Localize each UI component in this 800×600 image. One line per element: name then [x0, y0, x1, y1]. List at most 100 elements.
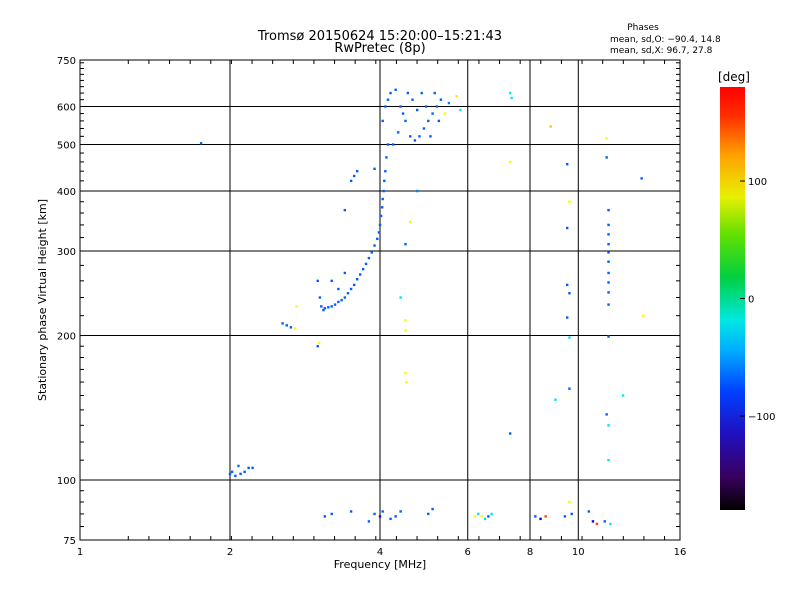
data-point [433, 91, 436, 95]
data-point [413, 139, 417, 142]
data-point [447, 101, 451, 105]
data-point [399, 296, 402, 299]
data-point [455, 95, 458, 98]
data-point [389, 91, 392, 95]
data-point [378, 515, 382, 518]
data-point [406, 91, 410, 95]
data-point [317, 341, 321, 345]
data-point [320, 305, 323, 308]
data-point [386, 98, 390, 101]
y-tick-label: 750 [57, 56, 76, 67]
data-point [361, 267, 365, 271]
colorbar-ticks: 100 0 −100 [740, 177, 775, 423]
data-point [570, 512, 573, 516]
x-axis-ticks: 1 2 4 6 8 10 16 [77, 60, 686, 558]
data-point [349, 287, 353, 291]
data-point [247, 466, 250, 470]
data-point [355, 169, 359, 173]
data-point [409, 135, 412, 138]
data-point [243, 470, 246, 474]
data-point [384, 169, 387, 173]
data-point [384, 105, 387, 108]
data-point [420, 91, 423, 95]
data-point [427, 512, 430, 516]
data-point [337, 287, 340, 291]
data-point [565, 162, 569, 166]
data-point [355, 278, 359, 281]
data-point [394, 88, 397, 92]
data-point [439, 98, 443, 101]
data-point [642, 314, 645, 317]
data-point [508, 432, 512, 435]
data-point [333, 303, 337, 306]
data-point [607, 233, 610, 236]
x-tick-label: 1 [77, 547, 83, 558]
data-point [295, 305, 298, 308]
data-point [418, 135, 421, 138]
data-point [490, 512, 493, 516]
data-point [549, 125, 552, 128]
data-point [459, 108, 462, 112]
data-point [237, 464, 240, 468]
data-point [607, 260, 610, 263]
colorbar-tick-label: −100 [748, 412, 775, 423]
data-point [323, 515, 327, 518]
data-point [199, 142, 203, 145]
data-point [281, 322, 284, 325]
data-point [607, 271, 610, 275]
data-point [330, 512, 333, 516]
data-point [378, 223, 382, 227]
colorbar-tick-label: 100 [748, 177, 767, 188]
data-point [607, 242, 610, 246]
data-point [396, 131, 400, 134]
data-point [367, 520, 371, 523]
data-point [443, 112, 447, 115]
data-point [343, 271, 347, 275]
data-point [381, 119, 384, 123]
data-point [376, 237, 379, 241]
data-point [340, 298, 343, 302]
data-point [508, 160, 512, 164]
colorbar-tick-label: 0 [748, 295, 754, 306]
data-point [322, 308, 325, 312]
data-point [563, 515, 567, 518]
data-point [234, 474, 237, 478]
data-point [568, 387, 571, 390]
data-point [587, 510, 591, 513]
data-point [352, 283, 356, 287]
x-tick-label: 6 [465, 547, 471, 558]
data-point [607, 223, 610, 227]
data-point [480, 515, 483, 518]
data-point [405, 380, 408, 384]
data-point [607, 208, 610, 212]
data-point [607, 303, 610, 306]
data-point [539, 517, 542, 521]
data-point [424, 105, 428, 108]
y-tick-label: 500 [57, 141, 76, 152]
y-axis-ticks: 75 100 200 300 400 500 600 750 [57, 56, 680, 547]
data-point [404, 242, 407, 246]
data-point [605, 156, 608, 159]
y-tick-label: 300 [57, 247, 76, 258]
data-point [327, 306, 330, 309]
data-point [230, 470, 234, 474]
data-point [431, 112, 434, 115]
y-tick-label: 200 [57, 332, 76, 343]
data-point [337, 300, 340, 304]
data-point [289, 326, 293, 329]
data-point [399, 105, 402, 108]
grid-lines [80, 60, 680, 540]
data-point [349, 179, 353, 183]
data-point [568, 200, 571, 203]
data-point [607, 251, 610, 254]
data-point [554, 398, 557, 401]
data-point [358, 273, 362, 276]
data-point [330, 305, 333, 308]
data-point [591, 520, 595, 523]
data-point [595, 522, 599, 526]
data-point [377, 231, 381, 234]
phase-x-stats: mean, sd,X: 96.7, 27.8 [610, 46, 713, 56]
data-point [473, 515, 477, 518]
y-tick-label: 75 [63, 536, 76, 547]
phase-o-stats: mean, sd,O: −90.4, 14.8 [610, 35, 721, 45]
